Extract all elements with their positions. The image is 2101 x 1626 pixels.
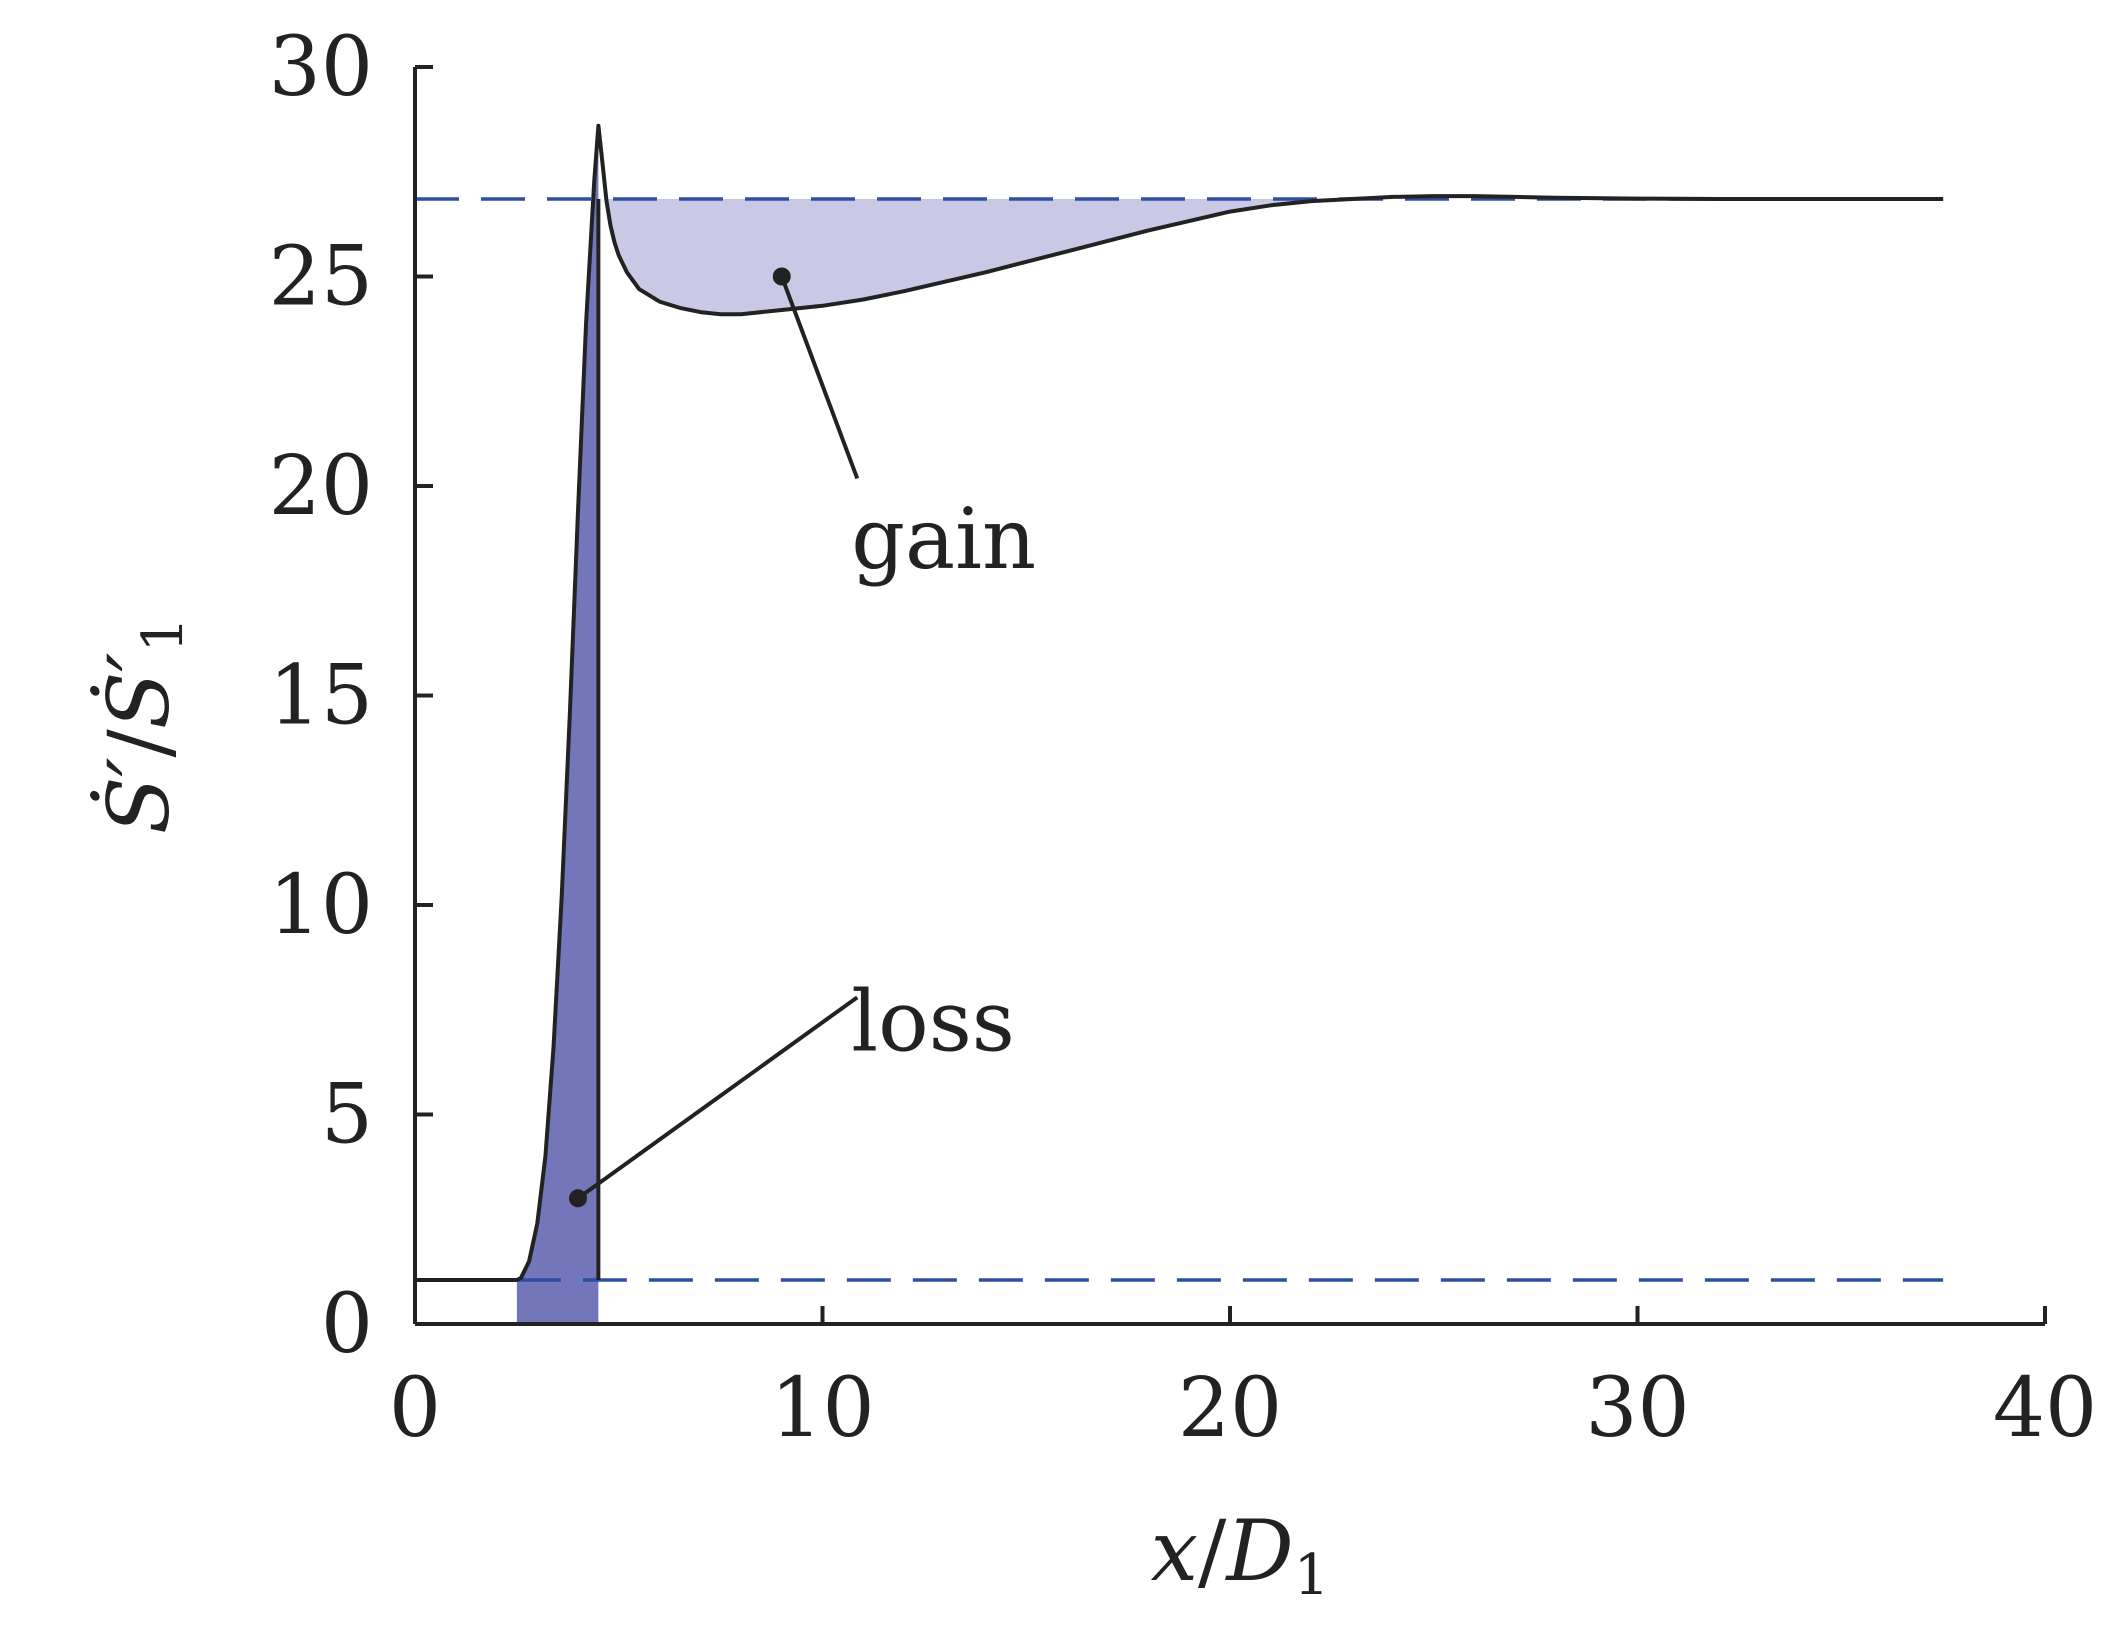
annotations: gain loss [569,267,1036,1208]
x-tick-label: 30 [1585,1361,1689,1456]
y-axis-label-denom: Ṡ′ [90,653,188,730]
profile-curve [415,123,1944,1282]
axes: 0 10 20 30 40 0 5 10 15 20 25 30 [269,20,2098,1456]
x-axis-label-slash: / [1198,1502,1227,1600]
y-tick-label: 10 [269,858,373,953]
y-tick-label: 15 [269,649,373,744]
x-tick-label: 20 [1178,1361,1282,1456]
loss-label: loss [851,972,1015,1070]
y-tick-label: 30 [269,20,373,115]
gain-marker-dot [772,267,791,286]
y-ticks: 0 5 10 15 20 25 30 [269,20,433,1372]
annotation-loss: loss [569,972,1015,1208]
x-tick-label: 0 [389,1361,441,1456]
x-axis-label-base: D [1224,1502,1293,1600]
gain-leader-line [779,275,860,480]
y-axis-label: Ṡ′/Ṡ′1 [90,617,196,834]
x-axis-label-var: x [1151,1502,1198,1600]
plot-area [415,123,1944,1325]
gain-label: gain [851,490,1036,588]
loss-fill-area [516,125,599,1325]
x-axis-label: x/D1 [1151,1502,1330,1608]
y-tick-label: 20 [269,439,373,534]
y-tick-label: 0 [321,1277,373,1372]
loss-leader-line [576,995,859,1200]
y-axis-label-sub: 1 [131,617,196,653]
y-tick-label: 5 [321,1068,373,1163]
x-tick-label: 40 [1993,1361,2097,1456]
y-axis-label-numer: Ṡ′ [90,757,188,834]
x-axis-label-sub: 1 [1294,1543,1330,1608]
x-tick-label: 10 [770,1361,874,1456]
loss-marker-dot [569,1189,587,1208]
y-tick-label: 25 [269,230,373,325]
annotation-gain: gain [772,267,1036,588]
y-axis-label-slash: / [90,728,188,757]
x-ticks: 0 10 20 30 40 [389,1306,2097,1456]
